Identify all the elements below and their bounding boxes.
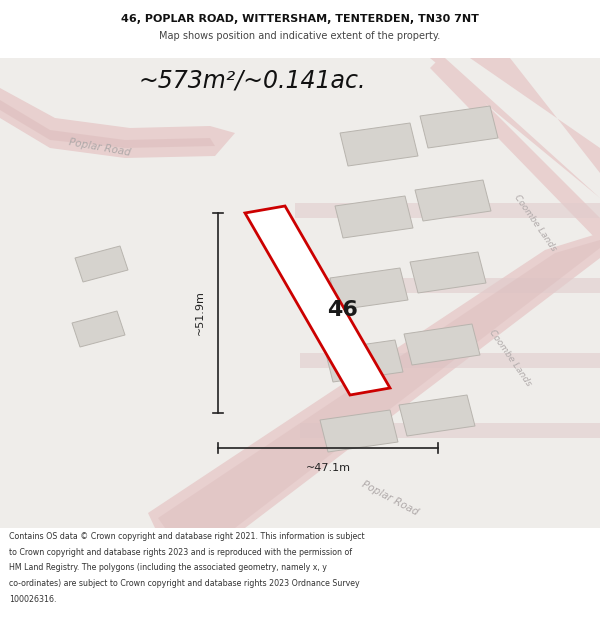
Polygon shape [330, 268, 408, 310]
Text: Coombe Lands: Coombe Lands [512, 193, 558, 253]
Polygon shape [0, 88, 235, 158]
Polygon shape [148, 233, 600, 528]
Text: Coombe Lands: Coombe Lands [487, 328, 533, 388]
Text: ~573m²/~0.141ac.: ~573m²/~0.141ac. [138, 68, 366, 92]
Polygon shape [72, 311, 125, 347]
Polygon shape [430, 58, 600, 218]
Text: Poplar Road: Poplar Road [68, 138, 132, 158]
Polygon shape [399, 395, 475, 436]
Text: to Crown copyright and database rights 2023 and is reproduced with the permissio: to Crown copyright and database rights 2… [9, 548, 352, 556]
Polygon shape [430, 58, 600, 243]
Text: Poplar Road: Poplar Road [360, 479, 420, 517]
Text: ~47.1m: ~47.1m [305, 463, 350, 473]
Polygon shape [335, 196, 413, 238]
Polygon shape [300, 423, 600, 438]
Polygon shape [320, 410, 398, 452]
Polygon shape [300, 278, 600, 293]
Text: 46: 46 [327, 301, 358, 321]
Polygon shape [0, 58, 600, 528]
Polygon shape [158, 240, 600, 528]
Polygon shape [340, 123, 418, 166]
Polygon shape [300, 353, 600, 368]
Text: ~51.9m: ~51.9m [195, 291, 205, 336]
Text: co-ordinates) are subject to Crown copyright and database rights 2023 Ordnance S: co-ordinates) are subject to Crown copyr… [9, 579, 359, 588]
Polygon shape [295, 203, 600, 218]
Text: 100026316.: 100026316. [9, 594, 56, 604]
Polygon shape [0, 100, 215, 148]
Polygon shape [420, 106, 498, 148]
Polygon shape [404, 324, 480, 365]
Polygon shape [245, 206, 390, 395]
Text: HM Land Registry. The polygons (including the associated geometry, namely x, y: HM Land Registry. The polygons (includin… [9, 563, 327, 572]
Text: 46, POPLAR ROAD, WITTERSHAM, TENTERDEN, TN30 7NT: 46, POPLAR ROAD, WITTERSHAM, TENTERDEN, … [121, 14, 479, 24]
Polygon shape [75, 246, 128, 282]
Polygon shape [465, 58, 600, 173]
Text: Map shows position and indicative extent of the property.: Map shows position and indicative extent… [160, 31, 440, 41]
Polygon shape [325, 340, 403, 382]
Text: Contains OS data © Crown copyright and database right 2021. This information is : Contains OS data © Crown copyright and d… [9, 532, 365, 541]
Polygon shape [410, 252, 486, 293]
Polygon shape [415, 180, 491, 221]
